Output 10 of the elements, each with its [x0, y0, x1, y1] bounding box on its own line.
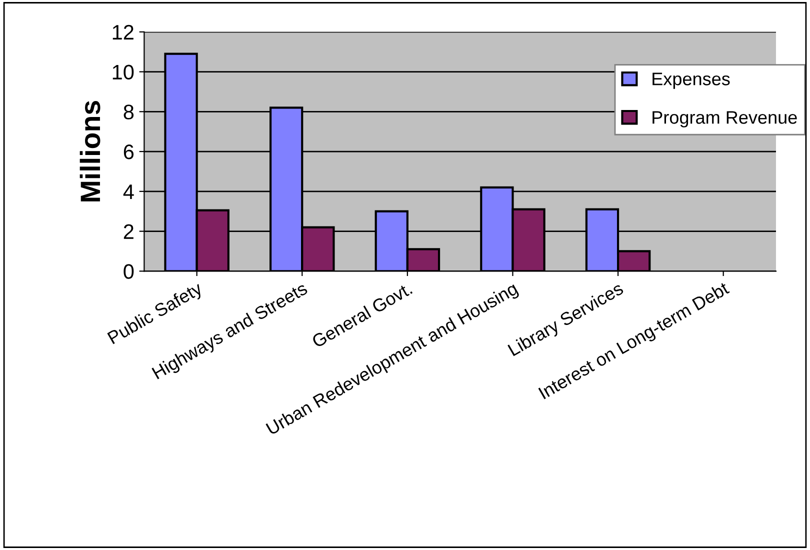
- y-tick-label: 4: [123, 184, 134, 199]
- y-tick-label: 6: [124, 144, 134, 160]
- y-tick-label: 0: [124, 264, 134, 279]
- y-tick-label: 10: [112, 64, 134, 80]
- y-axis-title: Millions: [80, 100, 100, 202]
- legend-label: Expenses: [652, 72, 730, 89]
- y-tick-label: 8: [124, 104, 134, 120]
- legend-label: Program Revenue: [652, 111, 797, 128]
- y-tick-label: 12: [112, 24, 134, 40]
- y-tick-label: 2: [124, 224, 134, 239]
